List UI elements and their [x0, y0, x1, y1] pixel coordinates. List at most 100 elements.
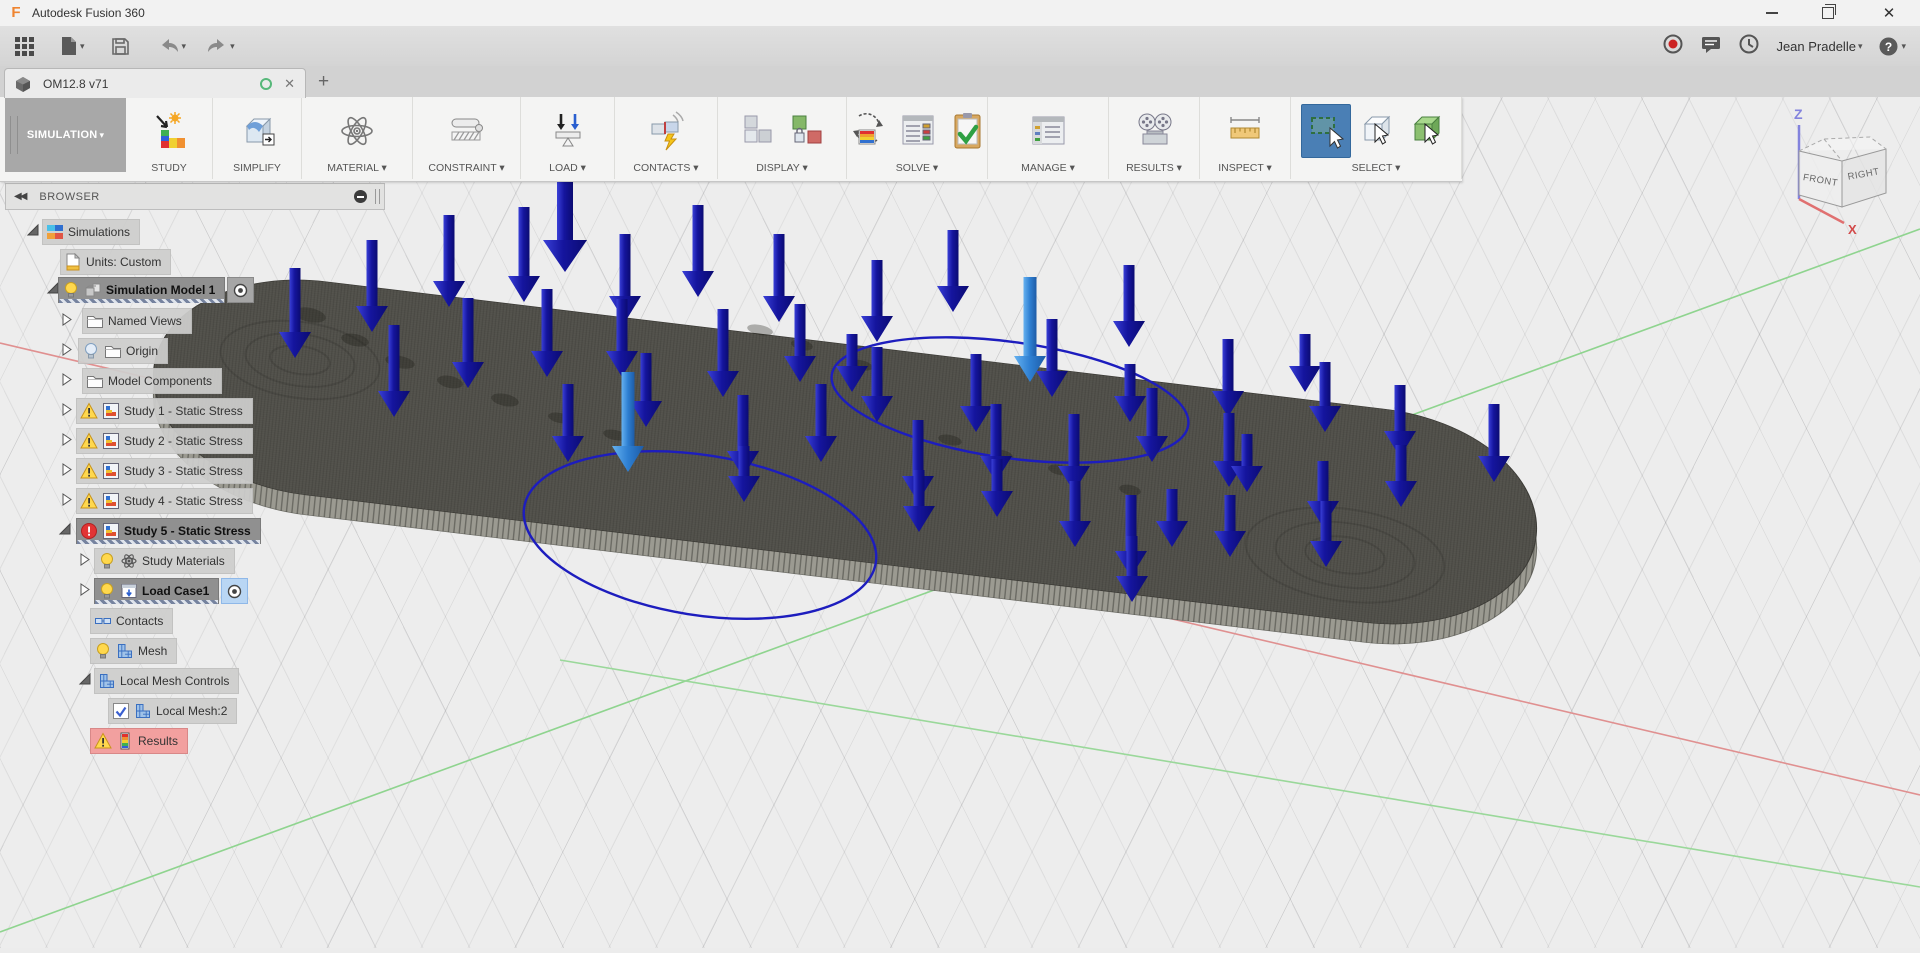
load-arrow[interactable]	[728, 446, 760, 502]
inspect-button[interactable]	[1221, 105, 1269, 157]
load-arrow[interactable]	[763, 234, 795, 322]
tree-item-origin[interactable]: Origin	[78, 338, 169, 364]
tree-item-local-mesh-2[interactable]: Local Mesh:2	[108, 698, 238, 724]
expander-open-icon[interactable]	[78, 672, 92, 691]
restore-button[interactable]	[1805, 0, 1851, 26]
expander-closed-icon[interactable]	[60, 372, 74, 391]
ribbon-group-label-constraint[interactable]: CONSTRAINT ▾	[428, 162, 505, 174]
load-arrow[interactable]	[1310, 501, 1342, 567]
tree-item-load-case1[interactable]: Load Case1	[94, 578, 220, 604]
load-arrow[interactable]	[279, 268, 311, 358]
redo-button[interactable]: ▾	[200, 30, 241, 62]
tree-item-units-custom[interactable]: Units: Custom	[60, 249, 172, 275]
constraint-button[interactable]	[443, 105, 491, 157]
ribbon-group-label-results[interactable]: RESULTS ▾	[1126, 162, 1182, 174]
load-arrow[interactable]	[861, 347, 893, 422]
browser-header[interactable]: ◀◀ BROWSER	[5, 183, 385, 210]
expander-closed-icon[interactable]	[60, 492, 74, 511]
load-arrow[interactable]	[606, 299, 638, 377]
load-arrow[interactable]	[356, 240, 388, 332]
load-region-sketch-ellipse[interactable]	[512, 428, 889, 642]
3d-viewport[interactable]	[0, 97, 1920, 948]
ribbon-group-label-simplify[interactable]: SIMPLIFY	[233, 162, 281, 174]
load-arrow[interactable]	[1058, 414, 1090, 492]
solve-details-button[interactable]	[893, 105, 941, 157]
load-arrow[interactable]	[1231, 434, 1263, 492]
display-b-button[interactable]	[783, 105, 831, 157]
record-button[interactable]	[1662, 33, 1684, 60]
document-tab[interactable]: OM12.8 v71 ✕	[4, 68, 306, 98]
load-arrow-highlighted[interactable]	[612, 372, 644, 472]
load-arrow[interactable]	[1212, 339, 1244, 417]
results-button[interactable]	[1130, 105, 1178, 157]
viewcube-right-face[interactable]	[1841, 148, 1887, 208]
solve-check-button[interactable]	[943, 105, 991, 157]
save-button[interactable]	[105, 30, 136, 62]
load-arrow[interactable]	[1113, 265, 1145, 347]
undo-button[interactable]: ▾	[152, 30, 193, 62]
load-arrow[interactable]	[707, 309, 739, 397]
comments-button[interactable]	[1700, 34, 1722, 59]
load-arrow[interactable]	[784, 304, 816, 382]
material-button[interactable]	[333, 105, 381, 157]
solve-button[interactable]	[843, 105, 891, 157]
simplify-button[interactable]	[233, 105, 281, 157]
expander-open-icon[interactable]	[58, 522, 72, 541]
load-arrow[interactable]	[1384, 385, 1416, 457]
tree-item-study-3-static-stress[interactable]: Study 3 - Static Stress	[76, 458, 253, 484]
tree-item-study-4-static-stress[interactable]: Study 4 - Static Stress	[76, 488, 253, 514]
tree-item-mesh[interactable]: Mesh	[90, 638, 178, 664]
expander-closed-icon[interactable]	[60, 342, 74, 361]
new-tab-button[interactable]: +	[318, 71, 330, 92]
minimize-button[interactable]	[1749, 0, 1795, 26]
ribbon-group-label-inspect[interactable]: INSPECT ▾	[1218, 162, 1272, 174]
expander-closed-icon[interactable]	[78, 552, 92, 571]
expander-closed-icon[interactable]	[78, 582, 92, 601]
activate-radio-button[interactable]	[221, 578, 248, 604]
browser-minimize-icon[interactable]	[354, 190, 367, 203]
help-menu[interactable]: ? ▾	[1878, 36, 1906, 57]
manage-button[interactable]	[1024, 105, 1072, 157]
ribbon-group-label-manage[interactable]: MANAGE ▾	[1021, 162, 1075, 174]
load-arrow[interactable]	[1036, 319, 1068, 397]
tree-item-study-1-static-stress[interactable]: Study 1 - Static Stress	[76, 398, 253, 424]
user-menu[interactable]: Jean Pradelle ▾	[1776, 39, 1862, 54]
job-status-icon[interactable]	[1738, 33, 1760, 60]
ribbon-group-label-solve[interactable]: SOLVE ▾	[895, 162, 939, 174]
file-menu-button[interactable]: ▾	[54, 30, 91, 62]
load-arrow[interactable]	[531, 289, 563, 377]
load-arrow[interactable]	[433, 215, 465, 307]
tree-item-contacts[interactable]: Contacts	[90, 608, 174, 634]
load-arrow[interactable]	[630, 353, 662, 427]
workspace-selector[interactable]: SIMULATION ▾	[5, 98, 126, 172]
ribbon-group-label-study[interactable]: STUDY	[151, 162, 187, 174]
ribbon-group-label-contacts[interactable]: CONTACTS ▾	[633, 162, 699, 174]
select-window-button[interactable]	[1301, 104, 1351, 158]
expander-closed-icon[interactable]	[60, 462, 74, 481]
expander-closed-icon[interactable]	[60, 432, 74, 451]
load-arrow[interactable]	[903, 470, 935, 532]
load-arrow[interactable]	[836, 334, 868, 392]
ribbon-group-label-load[interactable]: LOAD ▾	[549, 162, 586, 174]
ribbon-group-label-material[interactable]: MATERIAL ▾	[327, 162, 387, 174]
tree-item-results[interactable]: Results	[90, 728, 189, 754]
contacts-button[interactable]	[642, 105, 690, 157]
tree-item-local-mesh-controls[interactable]: Local Mesh Controls	[94, 668, 240, 694]
load-arrow[interactable]	[937, 230, 969, 312]
display-a-button[interactable]	[733, 105, 781, 157]
tree-item-study-5-static-stress[interactable]: Study 5 - Static Stress	[76, 518, 261, 544]
tree-item-simulation-model-1[interactable]: Simulation Model 1	[58, 277, 226, 303]
load-arrow[interactable]	[452, 298, 484, 388]
load-button[interactable]	[544, 105, 592, 157]
load-arrow[interactable]	[1478, 404, 1510, 482]
load-arrow-highlighted[interactable]	[1014, 277, 1046, 382]
load-arrow[interactable]	[1156, 489, 1188, 547]
load-arrow[interactable]	[805, 384, 837, 462]
tree-item-simulations[interactable]: Simulations	[42, 219, 141, 245]
close-button[interactable]: ✕	[1882, 5, 1896, 22]
app-grid-icon[interactable]	[8, 30, 40, 62]
load-arrow[interactable]	[552, 384, 584, 462]
tree-item-named-views[interactable]: Named Views	[82, 308, 192, 334]
expander-closed-icon[interactable]	[60, 312, 74, 331]
expander-open-icon[interactable]	[26, 223, 40, 242]
